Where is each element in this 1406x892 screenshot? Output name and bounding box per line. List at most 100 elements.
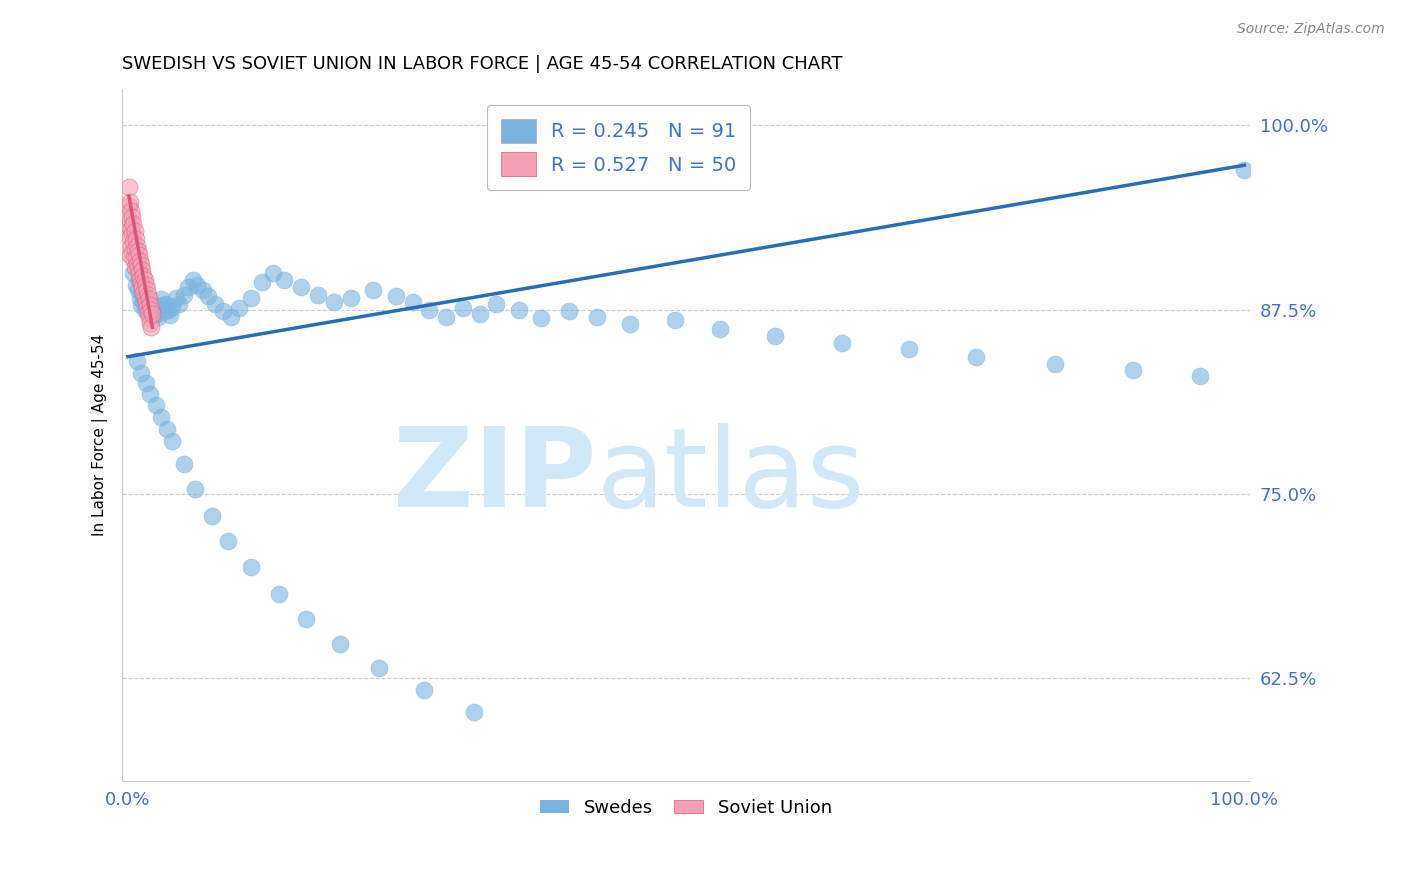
Point <box>262 266 284 280</box>
Point <box>585 310 607 324</box>
Point <box>124 250 146 264</box>
Point <box>122 266 145 280</box>
Point <box>135 376 157 391</box>
Point <box>152 304 174 318</box>
Point <box>150 410 173 425</box>
Point <box>219 310 242 324</box>
Point <box>134 273 156 287</box>
Point <box>131 262 153 277</box>
Point <box>156 302 179 317</box>
Point <box>118 219 141 233</box>
Point <box>135 292 157 306</box>
Text: ZIP: ZIP <box>392 423 596 530</box>
Point <box>141 320 163 334</box>
Point <box>125 257 148 271</box>
Point <box>434 310 457 324</box>
Point <box>124 232 146 246</box>
Point <box>898 343 921 357</box>
Text: Source: ZipAtlas.com: Source: ZipAtlas.com <box>1237 22 1385 37</box>
Point <box>619 318 641 332</box>
Point <box>173 457 195 471</box>
Point <box>118 194 141 209</box>
Point <box>124 242 146 256</box>
Point <box>150 292 173 306</box>
Point <box>128 273 150 287</box>
Point <box>134 291 156 305</box>
Text: SWEDISH VS SOVIET UNION IN LABOR FORCE | AGE 45-54 CORRELATION CHART: SWEDISH VS SOVIET UNION IN LABOR FORCE |… <box>122 55 842 73</box>
Point <box>177 280 200 294</box>
Point <box>167 296 190 310</box>
Point <box>120 203 142 218</box>
Point <box>141 302 163 317</box>
Point <box>127 244 149 258</box>
Point <box>141 307 163 321</box>
Point <box>468 307 491 321</box>
Point <box>125 354 148 368</box>
Point <box>191 284 214 298</box>
Point <box>363 284 385 298</box>
Point <box>159 309 181 323</box>
Point <box>135 300 157 314</box>
Point <box>295 612 318 626</box>
Point <box>129 291 152 305</box>
Point <box>228 301 250 315</box>
Point <box>139 316 162 330</box>
Point <box>267 587 290 601</box>
Point <box>120 221 142 235</box>
Point <box>831 336 853 351</box>
Point <box>211 304 233 318</box>
Point <box>129 276 152 290</box>
Point <box>204 296 226 310</box>
Point <box>558 304 581 318</box>
Point <box>239 291 262 305</box>
Point <box>135 298 157 312</box>
Point <box>965 350 987 364</box>
Point <box>141 296 163 310</box>
Point <box>139 386 162 401</box>
Point <box>131 288 153 302</box>
Point <box>134 302 156 317</box>
Point <box>181 273 204 287</box>
Point <box>485 296 508 310</box>
Point <box>290 280 312 294</box>
Point <box>146 310 169 324</box>
Point <box>1043 357 1066 371</box>
Point <box>200 508 222 523</box>
Point <box>139 301 162 315</box>
Point <box>129 298 152 312</box>
Point <box>135 295 157 310</box>
Text: atlas: atlas <box>596 423 865 530</box>
Point <box>128 248 150 262</box>
Point <box>124 260 146 274</box>
Point <box>121 210 143 224</box>
Point <box>121 227 143 242</box>
Point <box>118 180 141 194</box>
Point <box>129 259 152 273</box>
Point <box>118 212 141 227</box>
Point <box>122 235 145 249</box>
Point <box>128 266 150 280</box>
Point <box>508 302 530 317</box>
Point <box>145 398 167 412</box>
Point <box>129 271 152 285</box>
Point <box>385 289 408 303</box>
Point <box>184 483 207 497</box>
Point <box>132 286 155 301</box>
Point <box>155 296 177 310</box>
Point <box>709 322 731 336</box>
Point <box>156 422 179 436</box>
Point <box>127 261 149 276</box>
Point <box>129 254 152 268</box>
Point <box>340 291 363 305</box>
Point <box>152 298 174 312</box>
Point <box>138 310 160 324</box>
Point <box>129 366 152 380</box>
Point <box>162 434 184 448</box>
Point <box>121 245 143 260</box>
Point <box>463 705 485 719</box>
Point <box>197 289 219 303</box>
Legend: Swedes, Soviet Union: Swedes, Soviet Union <box>533 791 839 824</box>
Point <box>124 277 146 292</box>
Point <box>138 295 160 310</box>
Point <box>418 302 440 317</box>
